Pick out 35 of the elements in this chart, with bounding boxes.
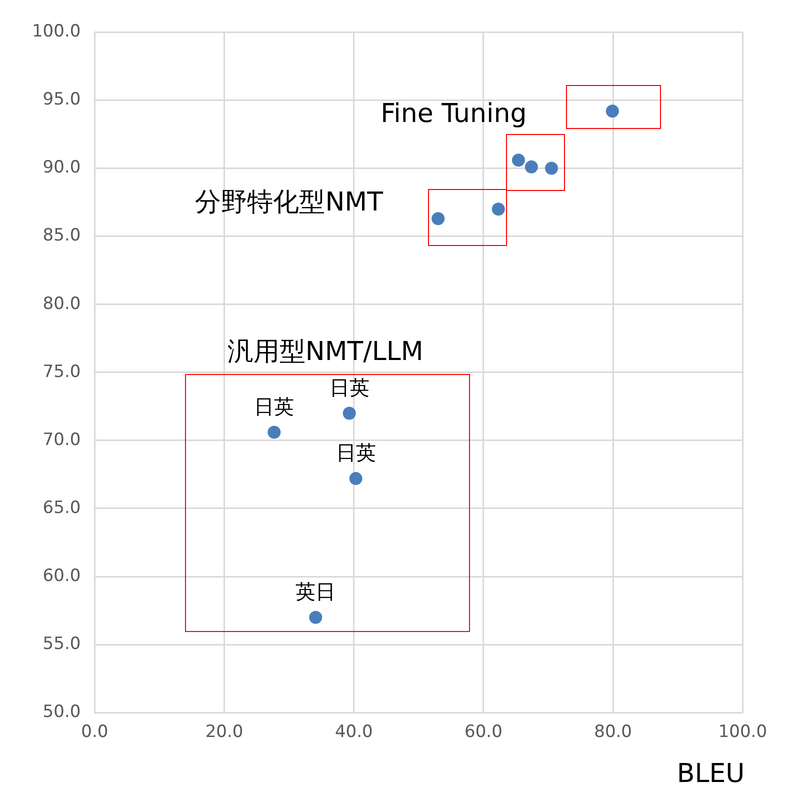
annotation: 日英: [329, 375, 370, 400]
y-tick-label: 75.0: [42, 362, 81, 382]
annotation: 英日: [296, 580, 336, 604]
point: [268, 426, 281, 439]
point: [512, 154, 525, 167]
y-tick-label: 55.0: [42, 634, 81, 654]
y-tick-label: 60.0: [42, 566, 81, 586]
annotation: 日英: [336, 440, 376, 465]
point: [349, 472, 362, 486]
x-tick-label: 60.0: [464, 722, 502, 742]
annotation: 日英: [254, 394, 294, 418]
point: [492, 202, 505, 216]
point: [432, 212, 445, 226]
annotation: Fine Tuning: [380, 98, 527, 129]
y-tick-label: 100.0: [32, 22, 81, 42]
y-tick-label: 85.0: [42, 226, 81, 246]
x-tick-label: 100.0: [718, 722, 767, 742]
y-tick-label: 70.0: [42, 430, 81, 450]
y-tick-label: 95.0: [42, 90, 81, 110]
annotation: 汎用型NMT/LLM: [227, 337, 424, 368]
point: [309, 610, 322, 624]
y-tick-label: 50.0: [42, 702, 81, 722]
x-tick-label: 80.0: [594, 722, 632, 742]
x-axis-title: BLEU: [676, 758, 745, 789]
y-tick-label: 90.0: [42, 158, 81, 178]
x-tick-label: 20.0: [205, 722, 244, 742]
x-tick-label: 40.0: [334, 722, 373, 742]
point: [524, 160, 538, 174]
annotation: 分野特化型NMT: [195, 187, 384, 218]
point: [545, 162, 558, 175]
point: [606, 104, 619, 118]
y-tick-label: 80.0: [42, 294, 81, 314]
y-tick-label: 65.0: [42, 498, 81, 518]
x-tick-label: 0.0: [81, 722, 108, 742]
point: [342, 406, 356, 420]
